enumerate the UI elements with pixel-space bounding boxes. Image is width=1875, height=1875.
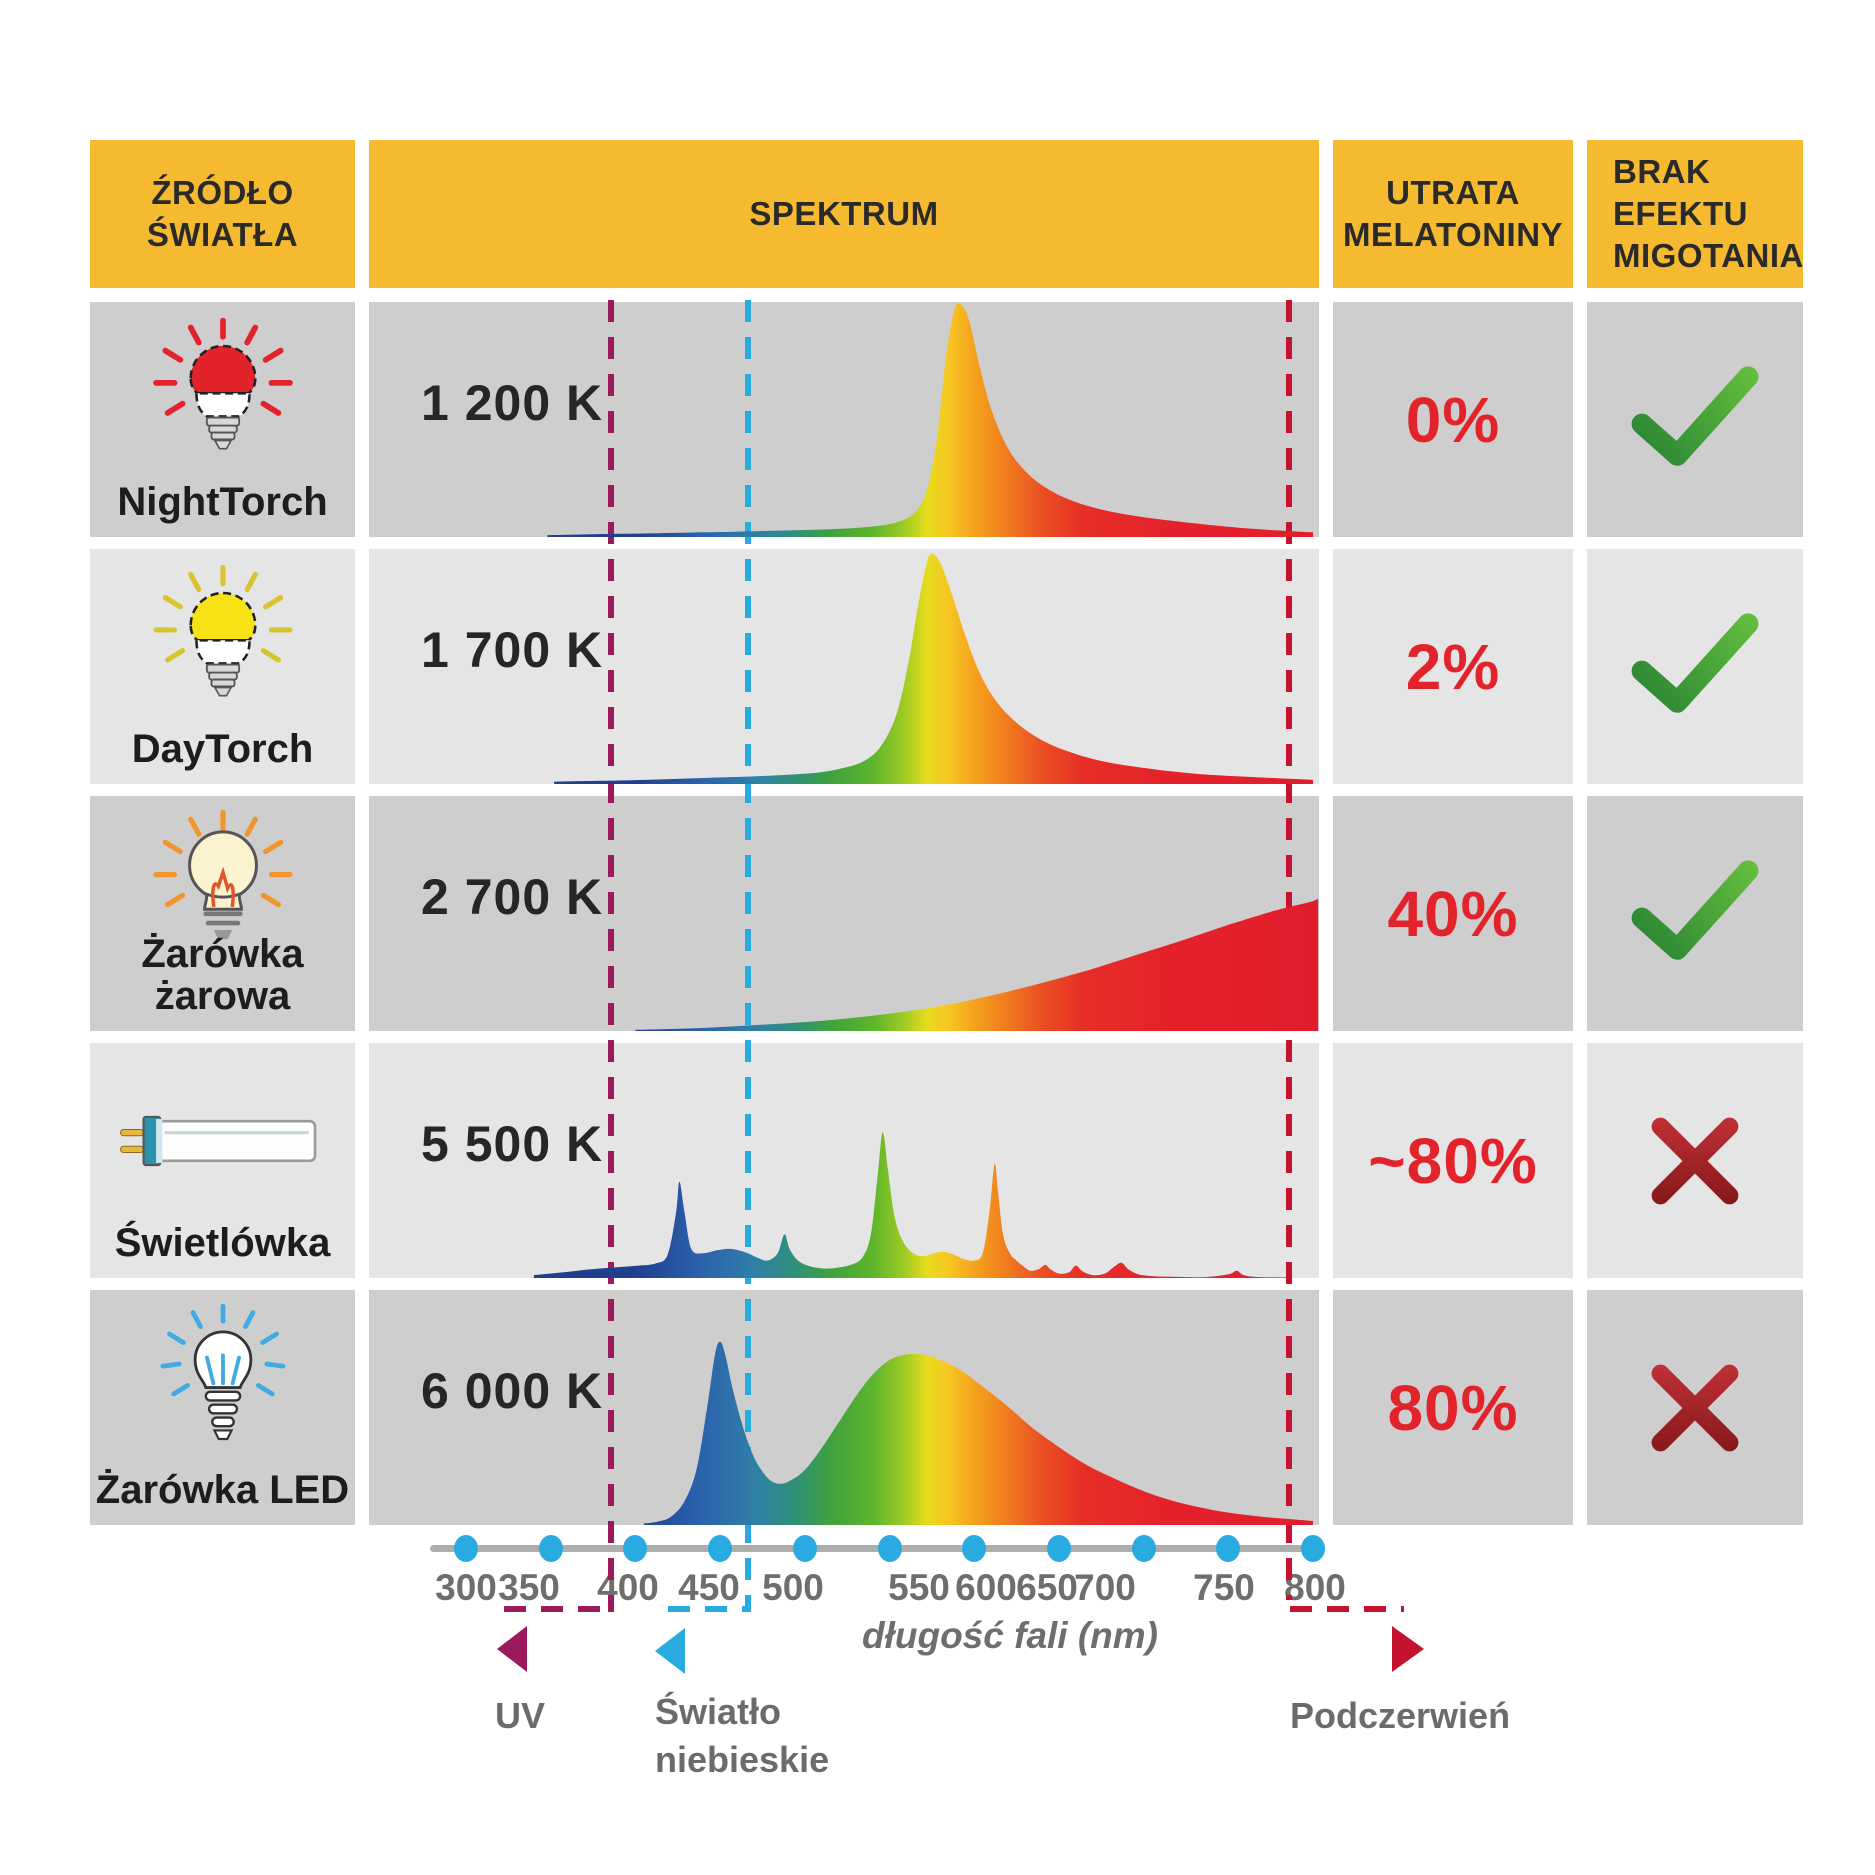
flicker-cell [1587,302,1803,537]
cross-icon [1651,1364,1739,1451]
blue-light-connector [668,1606,748,1612]
flicker-indicator [1587,1290,1803,1525]
axis-dot [1216,1535,1241,1562]
melatonin-cell: 40% [1333,796,1573,1031]
color-temperature: 6 000 K [421,1363,604,1419]
axis-tick-label: 400 [597,1567,659,1608]
axis-tick-label: 750 [1193,1567,1255,1608]
axis-dot [708,1535,733,1562]
cross-icon [1651,1117,1739,1204]
axis-tick-label: 700 [1074,1567,1136,1608]
flicker-indicator [1587,302,1803,537]
axis-tick-label: 450 [678,1567,740,1608]
source-name: NightTorch [117,480,328,524]
spectrum-cell: 2 700 K [369,796,1319,1031]
uv-label: UV [494,1695,546,1736]
spectrum-cell: 6 000 K [369,1290,1319,1525]
color-temperature: 1 200 K [421,375,604,431]
melatonin-cell: 0% [1333,302,1573,537]
flicker-cell [1587,549,1803,784]
color-temperature: 2 700 K [421,869,604,925]
check-icon [1631,612,1759,713]
source-cell: Świetlówka [90,1043,355,1278]
source-cell: NightTorch [90,302,355,537]
melatonin-loss-value: ~80% [1368,1124,1538,1197]
header-melatonin-loss: UTRATA MELATONINY [1333,140,1573,288]
yellow-led-bulb-icon [152,565,293,697]
flicker-indicator [1587,549,1803,784]
axis-dot [623,1535,648,1562]
flicker-cell [1587,1043,1803,1278]
color-temperature: 1 700 K [421,622,604,678]
check-icon [1631,365,1759,466]
uv-boundary-line [608,300,614,1612]
melatonin-cell: 80% [1333,1290,1573,1525]
source-cell: DayTorch [90,549,355,784]
source-cell: Żarówka LED [90,1290,355,1525]
axis-dot [792,1535,817,1562]
melatonin-loss-value: 40% [1387,877,1519,950]
melatonin-loss-value: 0% [1405,383,1501,456]
flicker-indicator [1587,796,1803,1031]
flicker-cell [1587,1290,1803,1525]
blue-light-arrow-icon [655,1628,685,1674]
source-cell: Żarówka żarowa [90,796,355,1031]
melatonin-loss-value: 2% [1405,630,1501,703]
source-name: Żarówka LED [95,1468,350,1512]
header-source: ŹRÓDŁO ŚWIATŁA [90,140,355,288]
melatonin-loss-value: 80% [1387,1371,1519,1444]
incandescent-bulb-icon [152,810,293,940]
melatonin-cell: ~80% [1333,1043,1573,1278]
infrared-boundary-line [1286,300,1292,1600]
axis-label: długość fali (nm) [862,1615,1158,1656]
header-spectrum: SPEKTRUM [369,140,1319,288]
axis-dot [454,1535,478,1562]
axis-dot [538,1535,563,1562]
uv-arrow-icon [497,1626,527,1672]
infrared-label: Podczerwień [1290,1695,1511,1736]
source-name: DayTorch [131,727,314,771]
axis-tick-label: 600 [955,1567,1017,1608]
axis-dot [1131,1535,1156,1562]
wavelength-axis [430,1545,1320,1552]
fluorescent-tube-icon [119,1115,316,1167]
melatonin-cell: 2% [1333,549,1573,784]
blue-light-label: Światło niebieskie [655,1691,830,1780]
blue-light-boundary-line [745,300,751,1612]
flicker-indicator [1587,1043,1803,1278]
spectrum-cell: 5 500 K [369,1043,1319,1278]
axis-tick-label: 350 [498,1567,560,1608]
infrared-arrow-icon [1392,1626,1424,1672]
led-bulb-icon [160,1304,285,1441]
source-name: Świetlówka [114,1221,331,1265]
spectrum-cell: 1 200 K [369,302,1319,537]
axis-dot [877,1535,902,1562]
color-temperature: 5 500 K [421,1116,604,1172]
axis-dot [1046,1535,1071,1562]
source-name: Żarówka żarowa [141,932,304,1018]
red-led-bulb-icon [152,317,293,450]
flicker-cell [1587,796,1803,1031]
axis-dot [962,1535,987,1562]
axis-tick-label: 650 [1016,1567,1078,1608]
check-icon [1631,859,1759,960]
uv-connector [504,1606,610,1612]
axis-tick-label: 300 [435,1567,497,1608]
axis-tick-label: 800 [1284,1567,1346,1608]
header-no-flicker: BRAK EFEKTU MIGOTANIA [1587,140,1803,288]
axis-tick-label: 550 [888,1567,950,1608]
axis-tick-label: 500 [762,1567,824,1608]
infrared-connector [1290,1606,1404,1612]
spectrum-cell: 1 700 K [369,549,1319,784]
axis-dot [1301,1535,1325,1562]
